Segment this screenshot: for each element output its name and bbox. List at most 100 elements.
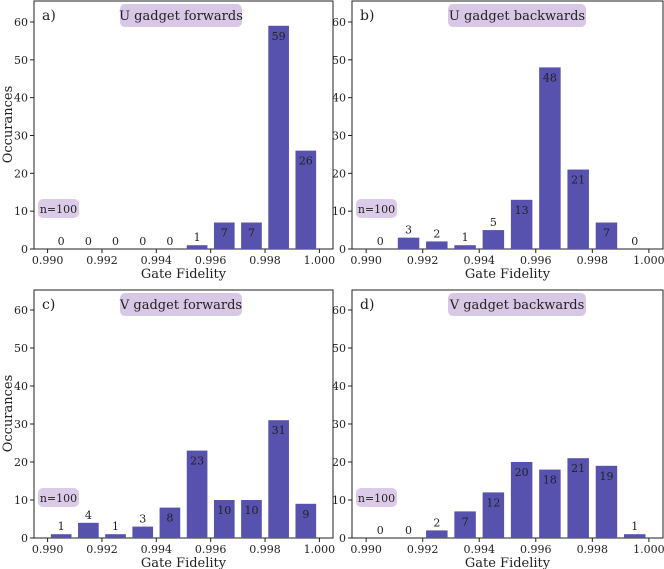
x-tick-label: 0.990	[350, 254, 382, 267]
bar	[510, 199, 533, 249]
bar-value-label: 23	[190, 455, 204, 468]
bar	[268, 420, 289, 538]
x-axis-label: Gate Fidelity	[141, 267, 227, 282]
bar	[105, 534, 126, 538]
bar	[132, 526, 154, 538]
y-tick-label: 40	[332, 92, 346, 105]
y-tick-label: 60	[332, 304, 346, 317]
chart-title: U gadget backwards	[449, 9, 585, 24]
bar-value-label: 0	[58, 235, 65, 248]
bar	[595, 465, 618, 538]
y-tick-label: 60	[332, 16, 346, 29]
bar-value-label: 1	[462, 231, 469, 244]
bar-value-label: 2	[433, 227, 440, 240]
x-tick-label: 1.000	[633, 543, 664, 556]
bar-value-label: 0	[377, 524, 384, 537]
panel-a: 0 0 0 0 0 1 7 7 59 26 0 10 20 30 40 50 60 0.990 0.992 0.994…	[1, 0, 335, 282]
panel-letter: a)	[42, 8, 56, 24]
bar	[241, 222, 262, 249]
plot-frame	[351, 0, 664, 250]
y-tick-label: 20	[14, 167, 28, 180]
y-axis-label: Occurances	[1, 375, 16, 453]
bar-value-label: 19	[599, 470, 613, 483]
y-tick-label: 40	[332, 380, 346, 393]
y-tick-label: 50	[332, 54, 346, 67]
bar	[454, 245, 476, 249]
x-tick-label: 0.994	[141, 254, 173, 267]
bar-value-label: 7	[462, 515, 469, 528]
bar	[295, 150, 317, 249]
y-tick-label: 40	[14, 380, 28, 393]
x-tick-label: 0.996	[520, 254, 552, 267]
bar	[268, 25, 289, 250]
bar	[295, 503, 317, 538]
x-tick-label: 0.990	[32, 543, 64, 556]
y-tick-label: 30	[332, 418, 346, 431]
x-tick-label: 0.998	[577, 543, 609, 556]
bar	[241, 500, 262, 538]
bar-value-label: 13	[515, 204, 529, 217]
bar	[595, 222, 618, 249]
y-tick-label: 10	[332, 494, 346, 507]
chart-title-box	[448, 293, 586, 316]
bar	[539, 67, 561, 250]
panel-c: 1 4 1 3 8 23 10 10 31 9 0 10 20 30 40 50 60 0.990 0.992 0.9…	[1, 289, 336, 569]
y-tick-label: 40	[14, 92, 28, 105]
bar-value-label: 7	[248, 227, 255, 240]
bar-value-label: 8	[166, 512, 173, 525]
bar	[567, 458, 589, 538]
bar	[567, 169, 589, 249]
x-tick-label: 0.990	[350, 543, 382, 556]
bar	[159, 507, 181, 538]
bar	[510, 462, 533, 538]
bar-value-label: 1	[112, 520, 119, 533]
bar-value-label: 1	[194, 231, 201, 244]
bar	[539, 469, 561, 538]
sample-size-label: n=100	[358, 203, 395, 216]
plot-frame	[351, 289, 664, 539]
bar	[78, 522, 99, 538]
bar-value-label: 59	[272, 30, 286, 43]
bar-value-label: 0	[405, 524, 412, 537]
sample-size-label: n=100	[40, 492, 77, 505]
panel-letter: b)	[360, 8, 374, 24]
y-tick-label: 0	[339, 243, 346, 256]
bar-value-label: 26	[299, 155, 313, 168]
y-tick-label: 10	[14, 494, 28, 507]
x-tick-label: 1.000	[304, 543, 336, 556]
sample-size-box	[356, 199, 397, 218]
bar-value-label: 48	[543, 71, 557, 84]
bar-value-label: 0	[166, 235, 173, 248]
y-tick-label: 50	[14, 54, 28, 67]
x-tick-label: 0.992	[86, 543, 118, 556]
chart-title-box	[448, 4, 586, 27]
bar-value-label: 7	[603, 227, 610, 240]
bar-value-label: 0	[139, 235, 146, 248]
bar	[50, 534, 72, 538]
panel-letter: c)	[42, 297, 55, 313]
bar	[186, 450, 208, 538]
bar	[482, 492, 505, 538]
bar	[454, 511, 476, 538]
sample-size-box	[356, 488, 397, 507]
y-tick-label: 50	[14, 342, 28, 355]
x-tick-label: 0.998	[249, 254, 281, 267]
bar-value-label: 20	[515, 466, 529, 479]
y-tick-label: 50	[332, 342, 346, 355]
y-axis-label: Occurances	[1, 86, 16, 164]
bar-value-label: 21	[571, 462, 585, 475]
y-tick-label: 30	[14, 418, 28, 431]
sample-size-box	[38, 488, 79, 507]
bar-value-label: 5	[490, 216, 497, 229]
bar-value-label: 10	[217, 504, 231, 517]
y-tick-label: 20	[14, 456, 28, 469]
x-axis-label: Gate Fidelity	[141, 556, 227, 569]
bar	[397, 237, 420, 249]
y-tick-label: 30	[14, 130, 28, 143]
x-axis-label: Gate Fidelity	[465, 267, 551, 282]
x-tick-label: 0.994	[141, 543, 173, 556]
chart-title-box	[120, 293, 242, 316]
bar-value-label: 7	[221, 227, 228, 240]
